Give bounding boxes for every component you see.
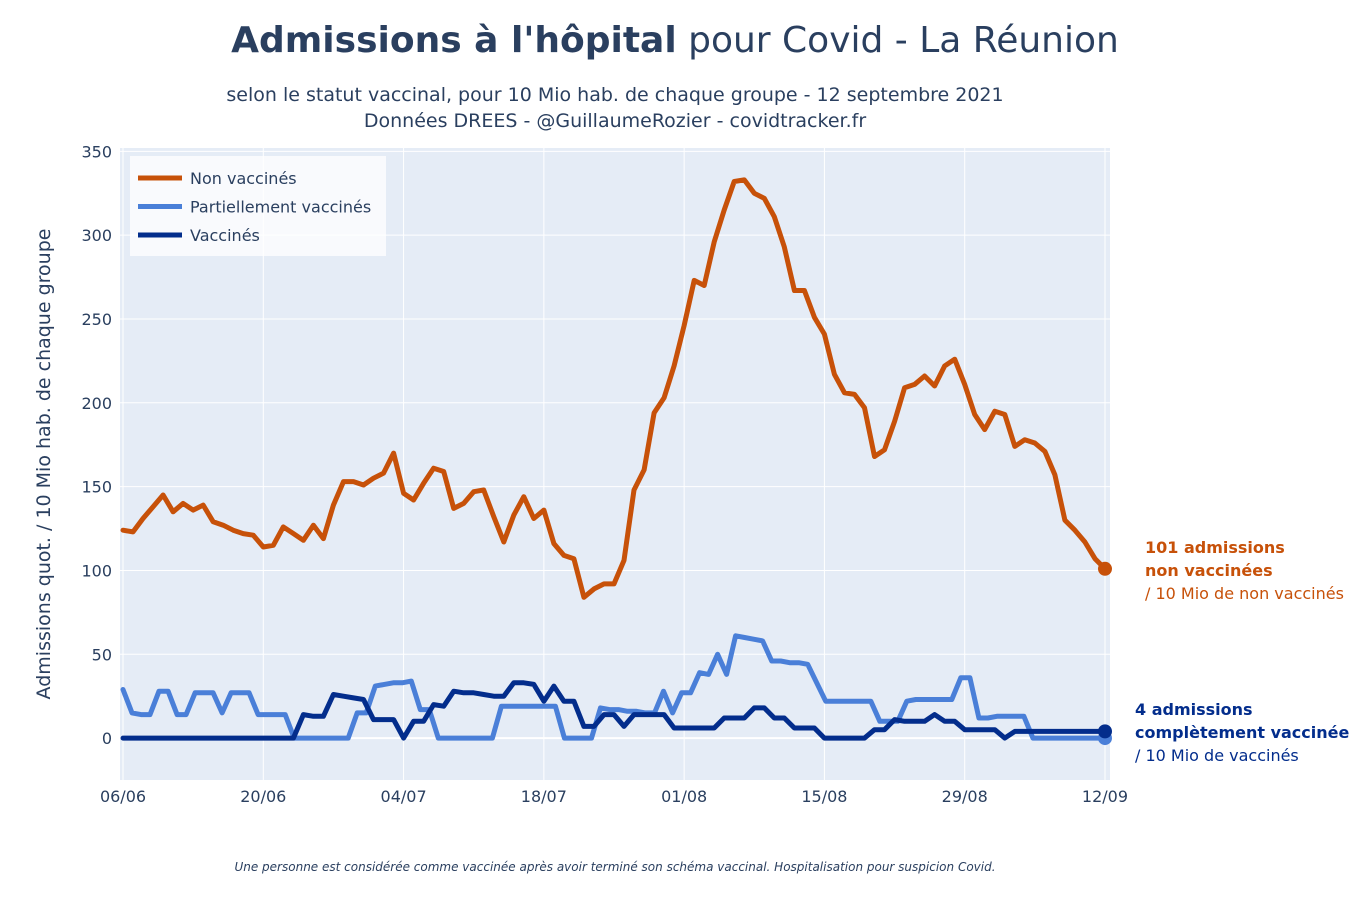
- legend-label[interactable]: Vaccinés: [190, 226, 260, 245]
- chart-title-rest: pour Covid - La Réunion: [677, 20, 1119, 61]
- series-group: [120, 177, 1112, 746]
- y-tick-label: 250: [81, 310, 112, 329]
- x-tick-label: 12/09: [1082, 787, 1128, 806]
- x-tick-label: 06/06: [100, 787, 146, 806]
- x-tick-label: 29/08: [942, 787, 988, 806]
- axis-ticks: 0 50 100 150 200 250 300 350 06/06 20/06 04/07 18/0…: [81, 142, 1128, 806]
- x-tick-label: 01/08: [661, 787, 707, 806]
- chart-title: Admissions à l'hôpital pour Covid - La R…: [231, 20, 1119, 61]
- annotation-vaccines-line3: / 10 Mio de vaccinés: [1135, 746, 1299, 765]
- y-tick-label: 100: [81, 561, 112, 580]
- annotation-non-vaccines-line1: 101 admissions: [1145, 538, 1285, 557]
- annotation-vaccines-line2: complètement vaccinée: [1135, 723, 1349, 742]
- series-line-vaccines: [120, 680, 1108, 741]
- series-line-partiellement-vaccines: [120, 633, 1108, 741]
- chart-subtitle-line2: Données DREES - @GuillaumeRozier - covid…: [364, 110, 866, 132]
- series-end-marker-vaccines: [1097, 724, 1112, 739]
- y-tick-label: 300: [81, 226, 112, 245]
- annotation-vaccines-line1: 4 admissions: [1135, 700, 1253, 719]
- chart-title-bold: Admissions à l'hôpital: [231, 20, 677, 61]
- series-line-non-vaccines: [120, 177, 1108, 600]
- legend-label[interactable]: Non vaccinés: [190, 169, 297, 188]
- x-tick-label: 20/06: [240, 787, 286, 806]
- y-tick-label: 200: [81, 394, 112, 413]
- annotation-non-vaccines-line2: non vaccinées: [1145, 561, 1273, 580]
- legend[interactable]: Non vaccinés Partiellement vaccinés Vaccin…: [130, 156, 386, 256]
- grid: [120, 148, 1110, 780]
- y-tick-label: 150: [81, 478, 112, 497]
- chart-subtitle-line1: selon le statut vaccinal, pour 10 Mio ha…: [226, 84, 1003, 106]
- x-tick-label: 18/07: [521, 787, 567, 806]
- annotation-non-vaccines-line3: / 10 Mio de non vaccinés: [1145, 584, 1344, 603]
- legend-label[interactable]: Partiellement vaccinés: [190, 198, 371, 217]
- y-tick-label: 0: [102, 729, 112, 748]
- end-annotations: 101 admissions non vaccinées / 10 Mio de…: [1135, 538, 1349, 765]
- y-axis-title: Admissions quot. / 10 Mio hab. de chaque…: [33, 229, 55, 700]
- y-tick-label: 350: [81, 142, 112, 161]
- y-tick-label: 50: [92, 645, 112, 664]
- x-tick-label: 04/07: [381, 787, 427, 806]
- x-tick-label: 15/08: [801, 787, 847, 806]
- footnote: Une personne est considérée comme vaccin…: [234, 860, 995, 874]
- series-end-marker-non-vaccines: [1097, 561, 1112, 576]
